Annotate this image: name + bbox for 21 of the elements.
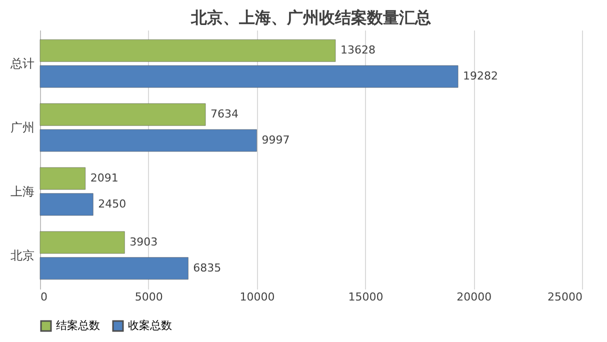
y-tick-label: 北京 — [10, 248, 34, 262]
data-label: 3903 — [130, 235, 158, 248]
x-tick-label: 15000 — [348, 290, 384, 304]
x-tick-label: 25000 — [548, 290, 582, 304]
data-label: 7634 — [210, 108, 239, 121]
legend-label: 结案总数 — [56, 319, 100, 332]
data-label: 13628 — [340, 44, 376, 57]
y-tick-label: 上海 — [10, 184, 34, 198]
y-tick-label: 总计 — [10, 56, 34, 71]
data-label: 19282 — [463, 70, 498, 83]
x-tick-label: 0 — [40, 290, 48, 304]
y-tick-label: 广州 — [10, 120, 34, 135]
x-tick-label: 5000 — [134, 290, 163, 304]
chart-title: 北京、上海、广州收结案数量汇总 — [190, 8, 431, 27]
legend-label: 收案总数 — [128, 319, 172, 332]
data-label: 9997 — [262, 133, 290, 146]
data-label: 2450 — [98, 197, 126, 210]
data-label: 6835 — [193, 261, 222, 274]
x-tick-label: 10000 — [240, 290, 275, 304]
data-label: 2091 — [90, 172, 118, 185]
x-tick-label: 20000 — [456, 290, 492, 304]
